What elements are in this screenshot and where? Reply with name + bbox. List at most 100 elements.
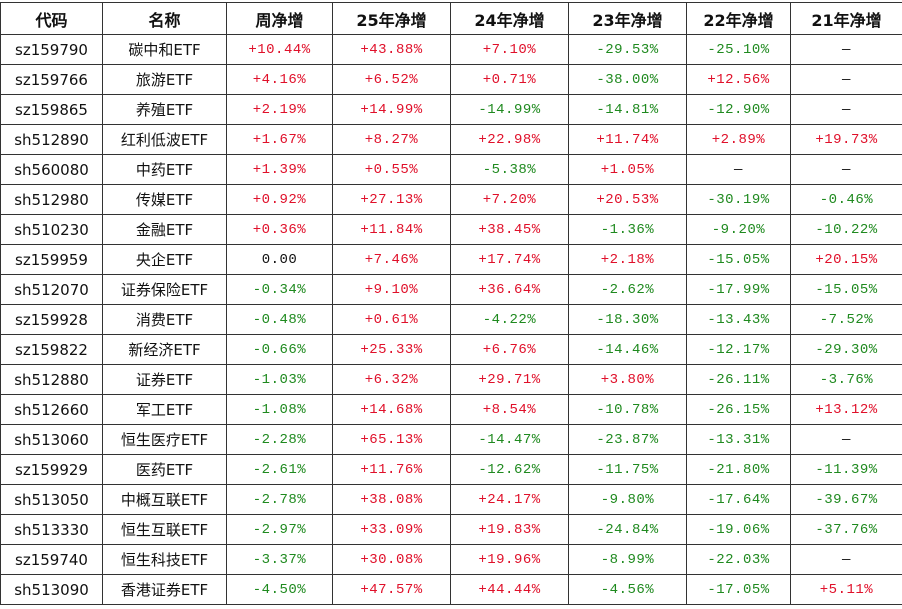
y2021-change-cell: -15.05% [791,275,902,305]
y2022-change-cell: -17.05% [687,575,791,605]
y2024-change-cell: +36.64% [451,275,569,305]
name-cell: 恒生医疗ETF [103,425,227,455]
y2024-change-cell: +19.96% [451,545,569,575]
name-cell: 军工ETF [103,395,227,425]
y2023-change-cell: -14.46% [569,335,687,365]
y2023-change-cell: -23.87% [569,425,687,455]
y2022-change-cell: -12.17% [687,335,791,365]
week-change-cell: -1.08% [227,395,333,425]
code-cell: sz159865 [1,95,103,125]
week-change-cell: -4.50% [227,575,333,605]
y2023-change-cell: -38.00% [569,65,687,95]
week-change-cell: -3.37% [227,545,333,575]
y2022-change-cell: -9.20% [687,215,791,245]
week-change-cell: +0.92% [227,185,333,215]
header-2021[interactable]: 21年净增 [791,3,902,35]
header-2023[interactable]: 23年净增 [569,3,687,35]
code-cell: sz159766 [1,65,103,95]
y2024-change-cell: +19.83% [451,515,569,545]
code-cell: sh513090 [1,575,103,605]
y2021-change-cell: +20.15% [791,245,902,275]
y2024-change-cell: +7.10% [451,35,569,65]
name-cell: 央企ETF [103,245,227,275]
y2025-change-cell: +47.57% [333,575,451,605]
y2022-change-cell: -25.10% [687,35,791,65]
header-2025[interactable]: 25年净增 [333,3,451,35]
y2023-change-cell: -2.62% [569,275,687,305]
y2021-change-cell: -37.76% [791,515,902,545]
week-change-cell: -2.28% [227,425,333,455]
y2025-change-cell: +11.84% [333,215,451,245]
y2021-change-cell: -10.22% [791,215,902,245]
y2022-change-cell: +2.89% [687,125,791,155]
y2025-change-cell: +11.76% [333,455,451,485]
y2022-change-cell: -12.90% [687,95,791,125]
y2022-change-cell: -17.64% [687,485,791,515]
y2023-change-cell: -29.53% [569,35,687,65]
y2025-change-cell: +9.10% [333,275,451,305]
y2022-change-cell: — [687,155,791,185]
name-cell: 中药ETF [103,155,227,185]
week-change-cell: +0.36% [227,215,333,245]
name-cell: 红利低波ETF [103,125,227,155]
y2025-change-cell: +14.99% [333,95,451,125]
y2024-change-cell: +44.44% [451,575,569,605]
name-cell: 新经济ETF [103,335,227,365]
y2024-change-cell: +0.71% [451,65,569,95]
y2021-change-cell: — [791,65,902,95]
code-cell: sz159790 [1,35,103,65]
header-2024[interactable]: 24年净增 [451,3,569,35]
code-cell: sh513060 [1,425,103,455]
y2025-change-cell: +65.13% [333,425,451,455]
week-change-cell: -2.78% [227,485,333,515]
header-code[interactable]: 代码 [1,3,103,35]
y2023-change-cell: +2.18% [569,245,687,275]
y2025-change-cell: +0.61% [333,305,451,335]
y2024-change-cell: +24.17% [451,485,569,515]
code-cell: sh512980 [1,185,103,215]
code-cell: sh512880 [1,365,103,395]
code-cell: sh510230 [1,215,103,245]
week-change-cell: 0.00 [227,245,333,275]
name-cell: 证券保险ETF [103,275,227,305]
y2025-change-cell: +27.13% [333,185,451,215]
y2021-change-cell: +5.11% [791,575,902,605]
name-cell: 恒生互联ETF [103,515,227,545]
y2023-change-cell: -11.75% [569,455,687,485]
y2021-change-cell: -11.39% [791,455,902,485]
code-cell: sz159959 [1,245,103,275]
y2024-change-cell: -5.38% [451,155,569,185]
y2021-change-cell: +13.12% [791,395,902,425]
y2025-change-cell: +33.09% [333,515,451,545]
y2024-change-cell: +38.45% [451,215,569,245]
y2023-change-cell: +1.05% [569,155,687,185]
y2022-change-cell: -22.03% [687,545,791,575]
y2023-change-cell: -8.99% [569,545,687,575]
y2023-change-cell: -18.30% [569,305,687,335]
y2021-change-cell: — [791,155,902,185]
name-cell: 香港证券ETF [103,575,227,605]
y2021-change-cell: -0.46% [791,185,902,215]
y2021-change-cell: — [791,425,902,455]
header-name[interactable]: 名称 [103,3,227,35]
header-2022[interactable]: 22年净增 [687,3,791,35]
header-row: 代码 名称 周净增 25年净增 24年净增 23年净增 22年净增 21年净增 [1,3,902,35]
name-cell: 恒生科技ETF [103,545,227,575]
code-cell: sh512890 [1,125,103,155]
code-cell: sz159740 [1,545,103,575]
week-change-cell: +2.19% [227,95,333,125]
y2023-change-cell: +20.53% [569,185,687,215]
code-cell: sh512660 [1,395,103,425]
header-week[interactable]: 周净增 [227,3,333,35]
y2021-change-cell: +19.73% [791,125,902,155]
name-cell: 传媒ETF [103,185,227,215]
y2023-change-cell: -1.36% [569,215,687,245]
